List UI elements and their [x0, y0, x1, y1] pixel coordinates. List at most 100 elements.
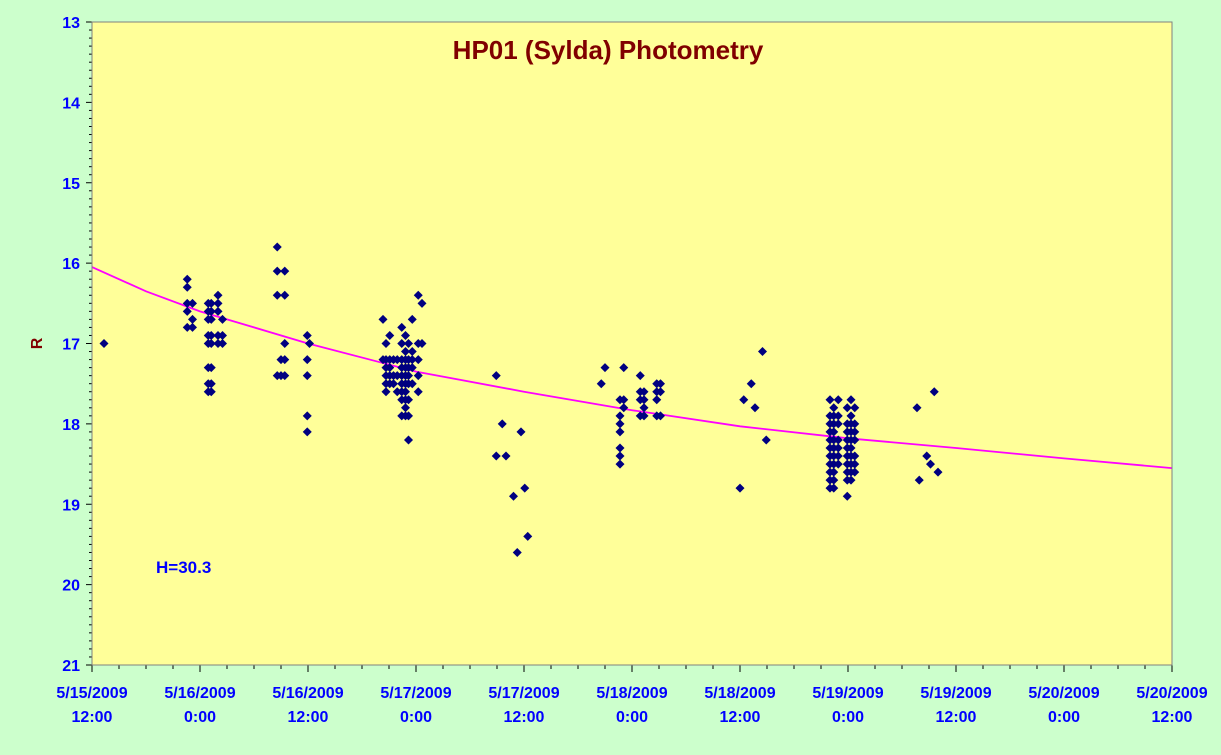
x-tick-time: 0:00 [400, 709, 432, 726]
y-tick-label: 19 [62, 497, 80, 514]
data-point [206, 314, 216, 324]
data-point [401, 387, 410, 397]
data-point [746, 379, 756, 389]
data-point [758, 347, 767, 357]
y-tick-label: 21 [62, 658, 80, 675]
x-tick-time: 0:00 [1048, 709, 1080, 726]
data-point [833, 395, 843, 405]
data-point [99, 339, 109, 348]
x-tick-date: 5/19/2009 [920, 685, 991, 702]
data-point [735, 483, 745, 493]
data-point [516, 427, 526, 437]
x-tick-date: 5/15/2009 [56, 685, 127, 702]
h-annotation: H=30.3 [156, 558, 211, 577]
data-point [401, 403, 410, 413]
data-point [842, 491, 852, 501]
data-point [401, 330, 410, 340]
data-point [272, 290, 282, 300]
data-point [302, 355, 312, 365]
data-point [833, 443, 843, 453]
data-point [615, 451, 625, 461]
data-point [846, 443, 856, 453]
data-point [218, 314, 227, 324]
data-point [761, 435, 771, 445]
data-point [272, 266, 282, 276]
plot-area [92, 22, 1172, 665]
x-tick-time: 12:00 [288, 709, 329, 726]
x-tick-time: 12:00 [72, 709, 113, 726]
data-point [615, 459, 625, 469]
data-point [829, 427, 839, 437]
data-point [833, 459, 843, 469]
data-point [389, 379, 398, 389]
x-tick-date: 5/16/2009 [272, 685, 343, 702]
data-point [833, 411, 843, 421]
data-point [829, 483, 839, 493]
data-point [218, 339, 227, 348]
data-point [491, 451, 501, 461]
y-tick-label: 17 [62, 337, 80, 354]
data-point [656, 387, 665, 397]
data-point [404, 371, 413, 381]
chart-title: HP01 (Sylda) Photometry [453, 35, 764, 65]
data-point [302, 371, 312, 381]
data-point [206, 363, 216, 373]
data-point [829, 475, 839, 485]
data-point [206, 330, 216, 340]
data-point [206, 379, 216, 389]
data-point [413, 387, 423, 397]
x-tick-date: 5/20/2009 [1136, 685, 1207, 702]
data-point [615, 427, 625, 437]
x-tick-time: 12:00 [720, 709, 761, 726]
data-point [188, 314, 197, 324]
data-point [497, 419, 507, 429]
data-point [206, 306, 216, 316]
data-point [206, 298, 216, 308]
data-point [846, 411, 856, 421]
data-point [833, 451, 843, 461]
x-tick-date: 5/20/2009 [1028, 685, 1099, 702]
data-point [615, 419, 625, 429]
y-axis-label: R [29, 337, 46, 349]
data-point [404, 339, 413, 348]
x-tick-time: 12:00 [504, 709, 545, 726]
data-point [280, 266, 290, 276]
x-tick-date: 5/16/2009 [164, 685, 235, 702]
data-point [833, 419, 843, 429]
data-point [509, 491, 518, 501]
x-tick-time: 0:00 [616, 709, 648, 726]
data-point [656, 411, 665, 421]
data-point [639, 411, 649, 421]
data-point [520, 483, 530, 493]
data-point [413, 355, 423, 365]
data-point [842, 403, 852, 413]
data-point [407, 347, 417, 357]
data-point [739, 395, 749, 405]
data-point [829, 467, 839, 477]
data-point [280, 355, 290, 365]
data-point [218, 330, 227, 340]
data-point [656, 379, 665, 389]
data-point [206, 387, 216, 397]
data-point [850, 467, 860, 477]
data-point [182, 282, 192, 292]
data-point [213, 290, 223, 300]
data-point [833, 435, 843, 445]
data-point [404, 411, 413, 421]
data-point [280, 371, 290, 381]
y-tick-label: 18 [62, 417, 80, 434]
data-point [213, 306, 223, 316]
data-point [213, 298, 223, 308]
x-tick-time: 0:00 [184, 709, 216, 726]
data-point [825, 395, 835, 405]
data-point [850, 459, 860, 469]
data-point [596, 379, 606, 389]
data-point [381, 387, 391, 397]
y-tick-label: 15 [62, 176, 80, 193]
data-point [933, 467, 943, 477]
data-point [750, 403, 760, 413]
data-point [417, 339, 427, 348]
data-point [850, 403, 860, 413]
x-tick-time: 12:00 [936, 709, 977, 726]
y-tick-label: 16 [62, 256, 80, 273]
